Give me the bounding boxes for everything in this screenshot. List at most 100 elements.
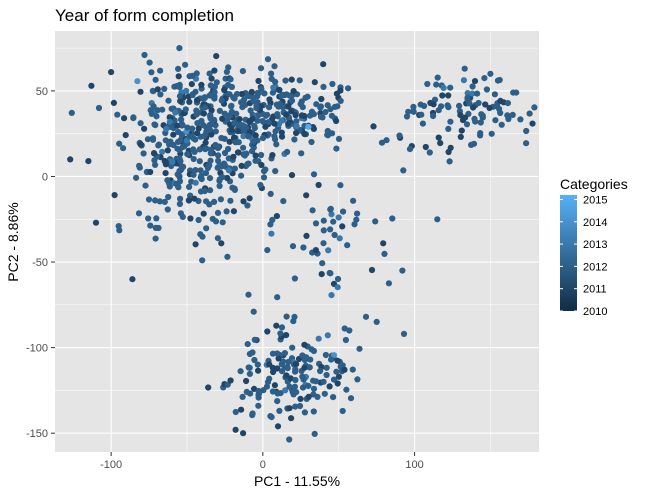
data-point (498, 121, 505, 128)
data-point (157, 67, 164, 74)
data-point (418, 111, 425, 118)
data-point (289, 243, 297, 250)
data-point (468, 141, 475, 148)
data-point (206, 126, 213, 133)
data-point (266, 96, 273, 103)
data-point (274, 294, 281, 301)
data-point (337, 182, 344, 189)
data-point (153, 215, 160, 222)
legend: Categories 2010 2011 2012 2013 2014 2015 (560, 176, 628, 318)
data-point (186, 98, 193, 105)
y-tick-label: -150 (26, 428, 48, 440)
data-point (497, 97, 504, 104)
data-point (169, 159, 176, 166)
data-point (288, 108, 295, 115)
data-point (273, 213, 280, 220)
data-point (156, 198, 163, 205)
data-point (491, 91, 498, 98)
data-point (291, 383, 298, 390)
data-point (189, 72, 196, 79)
data-point (243, 377, 250, 385)
data-point (221, 86, 228, 94)
data-point (154, 107, 161, 114)
data-point (341, 366, 348, 373)
data-point (303, 232, 310, 239)
data-point (372, 218, 379, 225)
data-point (320, 217, 327, 224)
data-point (526, 110, 533, 117)
data-point (207, 157, 214, 164)
data-point (268, 70, 275, 77)
data-point (227, 76, 234, 83)
data-point (334, 284, 341, 291)
data-point (265, 119, 272, 126)
data-point (133, 174, 140, 181)
data-point (114, 111, 121, 118)
data-point (85, 158, 92, 165)
data-point (239, 393, 246, 400)
data-point (333, 368, 340, 375)
data-point (267, 413, 274, 420)
data-point (469, 90, 476, 97)
data-point (248, 88, 255, 96)
data-point (197, 167, 204, 174)
data-point (354, 376, 361, 383)
data-point (182, 106, 189, 113)
data-point (456, 102, 463, 109)
data-point (517, 116, 524, 123)
data-point (194, 120, 201, 127)
data-point (335, 214, 342, 221)
data-point (200, 122, 207, 129)
data-point (249, 410, 256, 417)
data-point (288, 76, 295, 83)
data-point (273, 141, 280, 148)
data-point (176, 146, 183, 154)
data-point (206, 175, 214, 182)
data-point (317, 103, 324, 110)
data-point (191, 148, 198, 155)
data-point (159, 106, 166, 113)
data-point (293, 122, 300, 130)
data-point (272, 78, 279, 85)
data-point (175, 128, 182, 136)
data-point (164, 206, 171, 213)
data-point (275, 355, 282, 362)
data-point (324, 332, 331, 339)
data-point (288, 415, 295, 422)
data-point (347, 395, 355, 402)
data-point (238, 406, 245, 413)
data-point (289, 344, 296, 351)
data-point (149, 136, 157, 143)
data-point (331, 103, 338, 110)
data-point (434, 74, 441, 81)
data-point (175, 73, 182, 80)
x-tick-label: 0 (260, 459, 266, 471)
data-point (231, 95, 238, 102)
data-point (192, 179, 199, 186)
data-point (474, 90, 481, 97)
data-point (406, 146, 414, 153)
data-point (368, 266, 376, 274)
data-point (327, 270, 334, 277)
data-point (249, 115, 256, 122)
data-point (255, 77, 262, 85)
data-point (176, 200, 183, 208)
data-point (202, 170, 210, 177)
data-point (161, 85, 168, 92)
data-point (187, 215, 194, 222)
data-point (208, 92, 215, 99)
data-point (282, 387, 289, 394)
data-point (153, 113, 160, 120)
data-point (296, 77, 303, 84)
data-point (464, 94, 471, 101)
data-point (330, 218, 337, 225)
data-point (219, 219, 226, 226)
data-point (191, 195, 198, 202)
data-point (152, 224, 159, 231)
data-point (481, 75, 488, 82)
data-point (212, 128, 219, 135)
data-point (278, 117, 285, 124)
data-point (161, 198, 168, 205)
data-point (280, 198, 287, 205)
data-point (278, 92, 285, 99)
